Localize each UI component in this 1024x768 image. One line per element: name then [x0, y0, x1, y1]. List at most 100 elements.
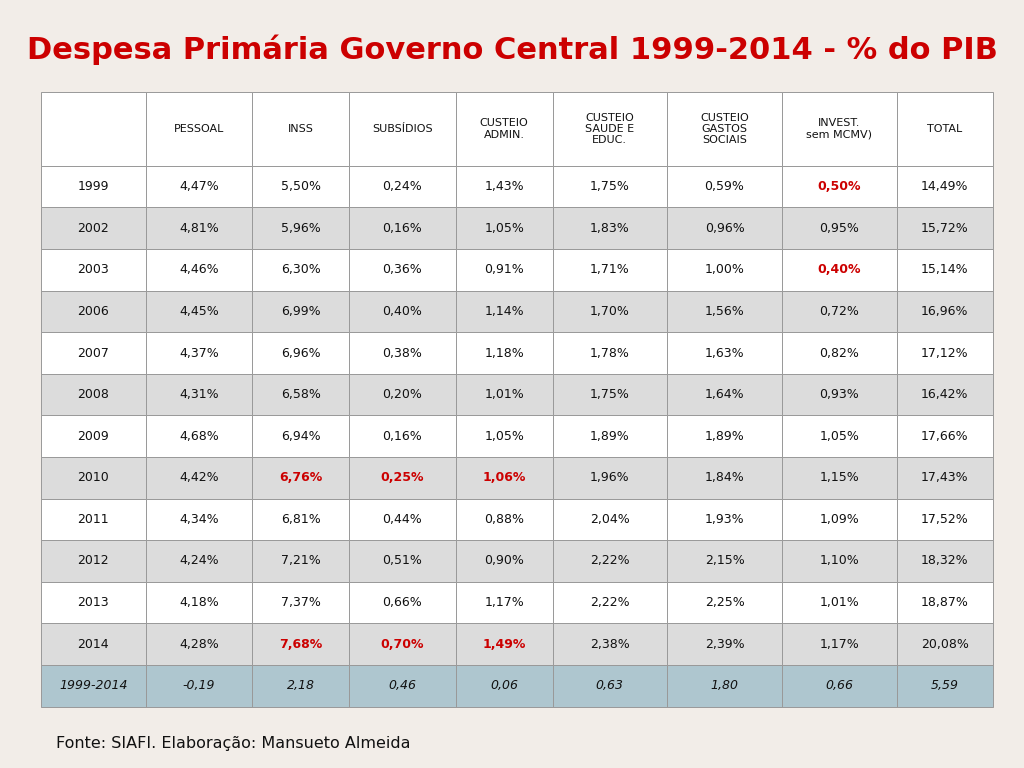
Bar [349, 624, 456, 665]
Bar [145, 498, 252, 540]
Bar [41, 624, 145, 665]
Bar [145, 92, 252, 166]
Text: 15,14%: 15,14% [922, 263, 969, 276]
Text: 0,16%: 0,16% [383, 430, 422, 442]
Text: 0,40%: 0,40% [817, 263, 861, 276]
Bar [456, 374, 553, 415]
Text: 1,09%: 1,09% [819, 513, 859, 526]
Bar [349, 166, 456, 207]
Text: Fonte: SIAFI. Elaboração: Mansueto Almeida: Fonte: SIAFI. Elaboração: Mansueto Almei… [56, 736, 411, 751]
Text: TOTAL: TOTAL [928, 124, 963, 134]
Bar [252, 374, 349, 415]
Text: 4,68%: 4,68% [179, 430, 219, 442]
Bar [897, 290, 993, 333]
Bar [456, 665, 553, 707]
Bar [782, 166, 897, 207]
Bar [668, 498, 782, 540]
Bar [782, 582, 897, 624]
Bar [349, 457, 456, 498]
Bar [41, 333, 145, 374]
Bar [553, 624, 668, 665]
Text: 0,82%: 0,82% [819, 346, 859, 359]
Text: -0,19: -0,19 [182, 679, 215, 692]
Text: 5,96%: 5,96% [281, 222, 321, 235]
Bar [41, 249, 145, 290]
Text: 7,68%: 7,68% [280, 637, 323, 650]
Bar [252, 207, 349, 249]
Text: 2006: 2006 [78, 305, 110, 318]
Bar [553, 457, 668, 498]
Bar [553, 249, 668, 290]
Bar [782, 374, 897, 415]
Bar [349, 333, 456, 374]
Bar [456, 290, 553, 333]
Text: 1,71%: 1,71% [590, 263, 630, 276]
Bar [553, 92, 668, 166]
Bar [782, 665, 897, 707]
Bar [349, 92, 456, 166]
Bar [456, 498, 553, 540]
Bar [553, 207, 668, 249]
Bar [41, 92, 145, 166]
Text: 1,01%: 1,01% [484, 388, 524, 401]
Bar [782, 457, 897, 498]
Text: 4,81%: 4,81% [179, 222, 219, 235]
Bar [668, 624, 782, 665]
Bar [897, 582, 993, 624]
Text: 5,59: 5,59 [931, 679, 958, 692]
Bar [668, 333, 782, 374]
Text: CUSTEIO
ADMIN.: CUSTEIO ADMIN. [480, 118, 528, 140]
Bar [897, 498, 993, 540]
Text: 20,08%: 20,08% [921, 637, 969, 650]
Text: 2,15%: 2,15% [705, 554, 744, 568]
Bar [897, 374, 993, 415]
Text: 1,89%: 1,89% [705, 430, 744, 442]
Text: INVEST.
sem MCMV): INVEST. sem MCMV) [806, 118, 872, 140]
Bar [41, 374, 145, 415]
Text: 2,38%: 2,38% [590, 637, 630, 650]
Bar [349, 665, 456, 707]
Bar [145, 290, 252, 333]
Text: 1,49%: 1,49% [482, 637, 526, 650]
Text: 2002: 2002 [78, 222, 110, 235]
Bar [668, 457, 782, 498]
Text: 4,18%: 4,18% [179, 596, 219, 609]
Text: 2008: 2008 [78, 388, 110, 401]
Bar [252, 457, 349, 498]
Bar [145, 540, 252, 582]
Bar [782, 415, 897, 457]
Bar [782, 207, 897, 249]
Bar [145, 249, 252, 290]
Text: 2,04%: 2,04% [590, 513, 630, 526]
Bar [252, 166, 349, 207]
Text: 0,46: 0,46 [388, 679, 417, 692]
Bar [252, 498, 349, 540]
Bar [145, 333, 252, 374]
Bar [41, 290, 145, 333]
Bar [145, 374, 252, 415]
Bar [41, 498, 145, 540]
Bar [553, 665, 668, 707]
Bar [782, 249, 897, 290]
Text: 17,66%: 17,66% [922, 430, 969, 442]
Text: 1,05%: 1,05% [484, 222, 524, 235]
Bar [782, 540, 897, 582]
Bar [349, 582, 456, 624]
Bar [668, 249, 782, 290]
Bar [145, 624, 252, 665]
Text: 1,17%: 1,17% [819, 637, 859, 650]
Text: 4,24%: 4,24% [179, 554, 219, 568]
Text: 4,28%: 4,28% [179, 637, 219, 650]
Bar [145, 415, 252, 457]
Text: 0,20%: 0,20% [383, 388, 422, 401]
Text: 17,52%: 17,52% [921, 513, 969, 526]
Bar [349, 207, 456, 249]
Text: 0,16%: 0,16% [383, 222, 422, 235]
Text: 2,25%: 2,25% [705, 596, 744, 609]
Text: 2,22%: 2,22% [590, 554, 630, 568]
Text: 14,49%: 14,49% [922, 180, 969, 194]
Text: 1,96%: 1,96% [590, 472, 630, 485]
Text: 2013: 2013 [78, 596, 110, 609]
Bar [41, 665, 145, 707]
Text: 18,32%: 18,32% [922, 554, 969, 568]
